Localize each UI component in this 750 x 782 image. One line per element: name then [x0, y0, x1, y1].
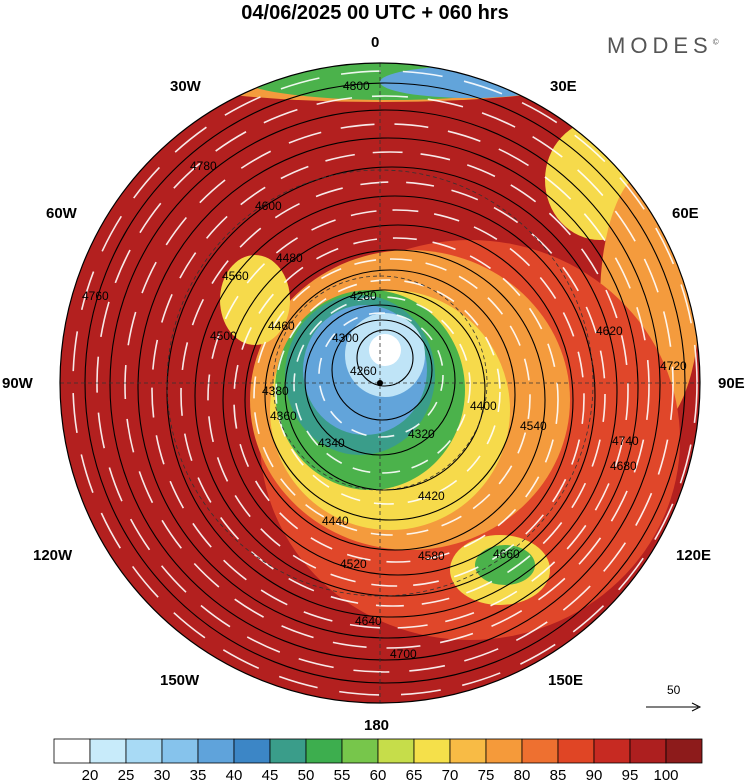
contour-label: 4760	[82, 289, 109, 303]
contour-label: 4520	[340, 557, 367, 571]
contour-label: 4340	[318, 436, 345, 450]
contour-label: 4420	[418, 489, 445, 503]
contour-label: 4500	[210, 329, 237, 343]
contour-label: 4800	[343, 79, 370, 93]
contour-label: 4320	[408, 427, 435, 441]
contour-label-layer: 4800 4780 4760 4740 4720 4700 4680 4660 …	[82, 79, 687, 661]
contour-label: 4460	[268, 319, 295, 333]
north-pole-marker	[377, 380, 383, 386]
contour-label: 4440	[322, 514, 349, 528]
lon-label-90e: 90E	[718, 375, 745, 392]
height-contour	[264, 269, 516, 521]
contour-label: 4680	[610, 459, 637, 473]
height-contour	[222, 224, 574, 576]
arrow-right-icon	[691, 702, 702, 712]
latitude-circle	[272, 275, 488, 491]
latitude-circle	[166, 169, 594, 597]
map-title: 04/06/2025 00 UTC + 060 hrs	[241, 2, 509, 24]
streamline	[151, 151, 629, 629]
lon-label-30e: 30E	[550, 78, 577, 95]
height-contour	[137, 137, 639, 639]
height-contour	[244, 249, 546, 551]
lon-label-120e: 120E	[676, 547, 712, 564]
lon-label-180: 180	[364, 717, 390, 734]
pole-calm-center	[369, 334, 401, 366]
streamline	[293, 296, 471, 474]
contour-label: 4300	[332, 331, 359, 345]
contour-label: 4600	[255, 199, 282, 213]
reference-vector-label: 50	[667, 683, 681, 697]
contour-label: 4620	[596, 324, 623, 338]
streamline	[253, 258, 531, 536]
height-contour	[331, 319, 433, 421]
height-contour	[356, 329, 414, 387]
graticule	[60, 63, 700, 703]
height-contour	[194, 195, 596, 597]
streamline	[180, 181, 606, 607]
streamline	[275, 279, 501, 505]
streamline	[233, 237, 559, 563]
lon-label-150e: 150E	[548, 672, 584, 689]
contour-label: 4740	[612, 434, 639, 448]
contour-label: 4660	[493, 547, 520, 561]
contour-label: 4480	[276, 251, 303, 265]
map-boundary	[59, 62, 701, 704]
contour-label: 4540	[520, 419, 547, 433]
contour-label: 4560	[222, 269, 249, 283]
lon-label-120w: 120W	[33, 547, 73, 564]
lon-label-90w: 90W	[2, 375, 33, 392]
streamline	[207, 209, 585, 587]
brand-logo: MODES©	[607, 33, 719, 59]
reference-vector: 50	[646, 683, 702, 712]
contour-label: 4580	[418, 549, 445, 563]
contour-label: 4720	[660, 359, 687, 373]
contour-label: 4360	[270, 409, 297, 423]
contour-label: 4280	[350, 289, 377, 303]
lon-label-30w: 30W	[170, 78, 201, 95]
height-contour	[109, 109, 661, 661]
lon-label-0: 0	[371, 34, 380, 51]
lon-label-60w: 60W	[46, 205, 77, 222]
lon-label-60e: 60E	[672, 205, 699, 222]
lon-label-150w: 150W	[160, 672, 200, 689]
contour-label: 4700	[390, 647, 417, 661]
streamline	[124, 123, 650, 649]
contour-label: 4380	[262, 384, 289, 398]
brand-name: MODES	[607, 33, 713, 58]
contour-label: 4260	[350, 364, 377, 378]
streamline	[318, 312, 444, 438]
se-low-wind-green	[475, 545, 535, 585]
contour-label: 4400	[470, 399, 497, 413]
map-disc	[60, 63, 700, 703]
copyright-mark: ©	[712, 37, 719, 47]
contour-label: 4780	[190, 159, 217, 173]
contour-label: 4640	[355, 614, 382, 628]
streamline	[96, 95, 674, 673]
